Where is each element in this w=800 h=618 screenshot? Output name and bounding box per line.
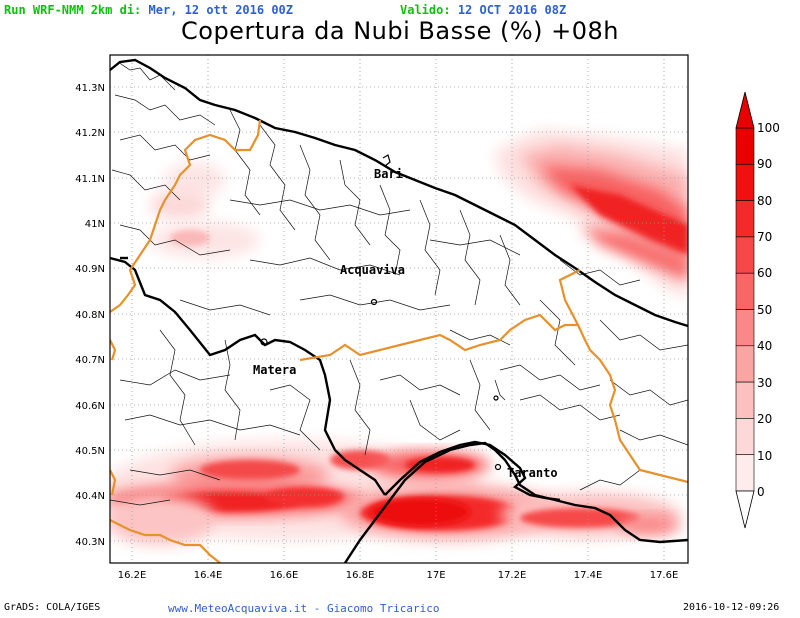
cloud-patch-northeast <box>495 130 688 300</box>
lat-label: 40.7N <box>75 355 105 366</box>
colorbar-label: 30 <box>757 376 772 390</box>
valid-info: Valido: 12 OCT 2016 08Z <box>400 3 566 17</box>
lat-label: 40.9N <box>75 264 105 275</box>
lat-label: 40.4N <box>75 491 105 502</box>
city-label-matera: Matera <box>253 363 296 377</box>
lat-label: 41.2N <box>75 128 105 139</box>
acquaviva-marker <box>370 298 378 306</box>
lon-label: 16.6E <box>270 570 299 581</box>
colorbar-label: 80 <box>757 194 772 208</box>
lat-label: 40.8N <box>75 310 105 321</box>
chart-title: Copertura da Nubi Basse (%) +08h <box>181 17 619 45</box>
colorbar-boxes <box>735 127 755 492</box>
city-markers <box>260 154 502 471</box>
colorbar-bottom-arrow <box>735 490 755 529</box>
colorbar-box <box>735 418 755 455</box>
colorbar-label: 70 <box>757 230 772 244</box>
city-labels: Bari Acquaviva Matera Taranto <box>253 167 558 480</box>
footer-grads-credit: GrADS: COLA/IGES <box>4 602 101 613</box>
colorbar: 100 90 80 70 60 50 40 30 20 10 0 <box>735 91 780 529</box>
lat-axis: 41.3N 41.2N 41.1N 41N 40.9N 40.8N 40.7N … <box>75 83 105 548</box>
colorbar-box <box>735 454 755 492</box>
colorbar-box <box>735 127 755 165</box>
map-plot-area <box>110 55 688 563</box>
valid-label: Valido: <box>400 3 451 17</box>
lat-label: 40.5N <box>75 446 105 457</box>
lon-label: 16.2E <box>118 570 147 581</box>
run-label: Run WRF-NMM 2km di: <box>4 3 142 17</box>
lat-label: 41.3N <box>75 83 105 94</box>
municipal-boundaries <box>110 61 688 506</box>
lat-label: 40.6N <box>75 401 105 412</box>
city-label-acquaviva: Acquaviva <box>340 263 405 277</box>
colorbar-label: 40 <box>757 339 772 353</box>
colorbar-box <box>735 345 755 383</box>
colorbar-label: 50 <box>757 303 772 317</box>
lon-label: 17.2E <box>498 570 527 581</box>
colorbar-box <box>735 309 755 347</box>
lat-label: 41.1N <box>75 174 105 185</box>
grid-lines <box>110 55 688 563</box>
colorbar-label: 90 <box>757 157 772 171</box>
cloud-cover-layer <box>110 130 688 545</box>
colorbar-label: 0 <box>757 485 765 499</box>
lat-label: 40.3N <box>75 537 105 548</box>
colorbar-box <box>735 164 755 201</box>
region-border <box>110 119 688 563</box>
colorbar-label: 100 <box>757 121 780 135</box>
colorbar-top-arrow <box>735 91 755 129</box>
cloud-patch-northwest <box>150 162 260 258</box>
colorbar-label: 10 <box>757 449 772 463</box>
lon-label: 17E <box>426 570 445 581</box>
colorbar-label: 20 <box>757 412 772 426</box>
lon-label: 16.4E <box>194 570 223 581</box>
plot-frame <box>109 54 689 564</box>
lon-label: 16.8E <box>346 570 375 581</box>
footer-timestamp: 2016-10-12-09:26 <box>683 602 780 613</box>
lon-label: 17.4E <box>574 570 603 581</box>
matera-marker <box>260 338 268 346</box>
colorbar-box <box>735 381 755 419</box>
taranto-marker-2 <box>493 395 499 401</box>
footer-site-credit[interactable]: www.MeteoAcquaviva.it - Giacomo Tricaric… <box>168 602 440 615</box>
cloud-patch-south <box>110 440 680 545</box>
lat-label: 41N <box>85 219 105 230</box>
lon-label: 17.6E <box>650 570 679 581</box>
colorbar-label: 60 <box>757 266 772 280</box>
valid-date: 12 OCT 2016 08Z <box>457 3 567 17</box>
colorbar-box <box>735 236 755 274</box>
colorbar-labels: 100 90 80 70 60 50 40 30 20 10 0 <box>757 121 780 499</box>
colorbar-box <box>735 272 755 310</box>
city-label-bari: Bari <box>374 167 403 181</box>
bari-marker <box>382 154 391 167</box>
run-info: Run WRF-NMM 2km di: Mer, 12 ott 2016 00Z <box>4 3 293 17</box>
city-label-taranto: Taranto <box>507 466 558 480</box>
run-date: Mer, 12 ott 2016 00Z <box>148 3 294 17</box>
taranto-marker <box>494 463 502 471</box>
lon-axis: 16.2E 16.4E 16.6E 16.8E 17E 17.2E 17.4E … <box>118 570 679 581</box>
province-borders <box>110 256 561 502</box>
colorbar-box <box>735 200 755 238</box>
